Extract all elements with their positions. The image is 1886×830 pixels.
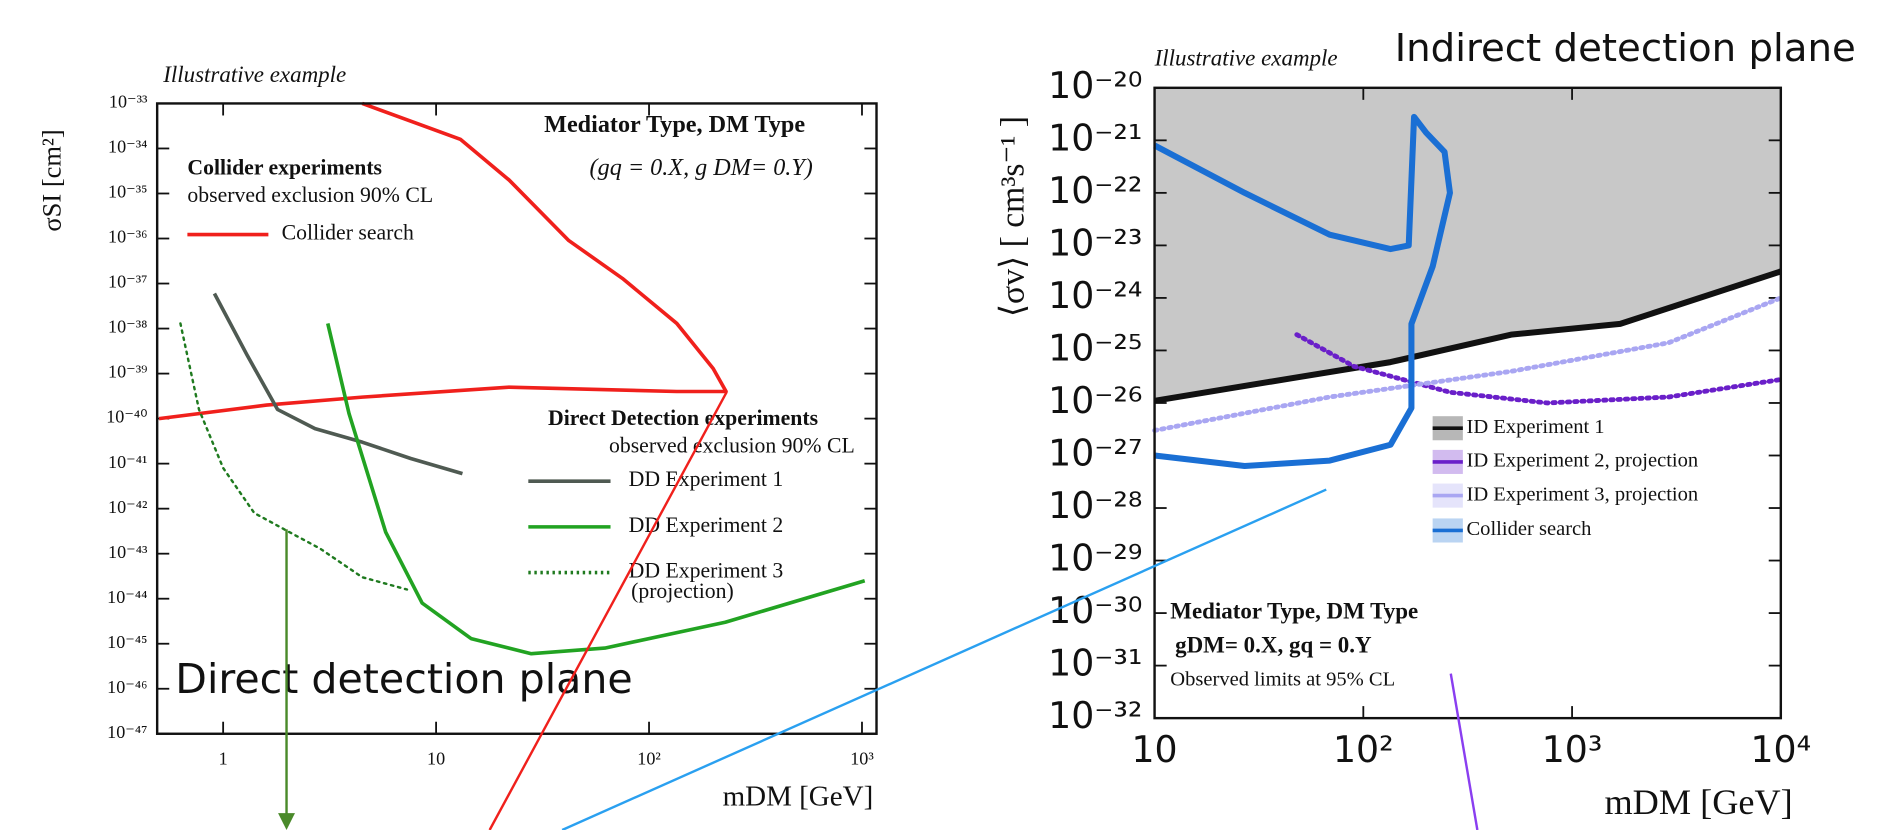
y-tick-label: 10⁻³⁸ (108, 317, 147, 337)
plot-frame (1153, 86, 1783, 720)
y-tick-label: 10⁻²⁰ (1048, 64, 1142, 107)
chart: 10⁻³³ 10⁻³⁴ 10⁻³⁵ 10⁻³⁶ 10⁻³⁷ 10⁻³⁸ 10⁻³⁹ 10⁻⁴⁰… (36, 62, 878, 812)
y-tick-label: 10⁻²⁹ (1048, 537, 1142, 580)
x-tick-label: 10 (1132, 728, 1178, 771)
annotation: Mediator Type, DM Type (1170, 599, 1418, 624)
legend-label: Collider search (1466, 518, 1591, 540)
series-line (158, 101, 728, 421)
y-tick-label: 10⁻³¹ (1048, 642, 1142, 685)
y-tick-label: 10⁻³⁵ (108, 182, 147, 202)
arrow-head (278, 813, 295, 830)
y-tick-label: 10⁻³⁹ (108, 362, 147, 382)
series-line (1153, 113, 1453, 470)
legend-label: ID Experiment 3, projection (1466, 483, 1698, 505)
x-tick-label: 10 (427, 748, 445, 768)
y-tick-label: 10⁻³² (1048, 694, 1142, 737)
x-tick-label: 10² (637, 748, 661, 768)
annotation: (gq = 0.X, g DM= 0.Y) (590, 155, 813, 181)
series-line (1154, 268, 1782, 404)
y-tick-label: 10⁻²⁵ (1048, 327, 1142, 370)
connector-line (1449, 673, 1479, 830)
legend-label: DD Experiment 1 (629, 467, 784, 491)
x-axis-label: mDM [GeV] (723, 780, 874, 812)
y-tick-label: 10⁻⁴⁷ (107, 722, 147, 742)
series-line (1152, 295, 1784, 433)
y-tick-label: 10⁻²⁸ (1048, 484, 1142, 527)
connector-line (488, 391, 728, 830)
y-tick-label: 10⁻³⁶ (108, 227, 147, 247)
x-tick-label: 10² (1333, 728, 1394, 771)
legend-label: ID Experiment 1 (1466, 416, 1604, 438)
y-tick-label: 10⁻⁴⁰ (106, 407, 147, 427)
annotation: (projection) (631, 579, 734, 603)
y-tick-label: 10⁻⁴³ (108, 542, 148, 562)
annotation: observed exclusion 90% CL (609, 433, 855, 457)
y-tick-label: 10⁻²⁶ (1048, 379, 1142, 422)
y-tick-label: 10⁻²³ (1048, 221, 1142, 264)
legend-label: DD Experiment 3 (629, 559, 784, 583)
annotation: Mediator Type, DM Type (544, 112, 805, 138)
y-tick-label: 10⁻³⁷ (108, 272, 147, 292)
y-tick-label: 10⁻²⁴ (1048, 274, 1142, 317)
y-tick-label: 10⁻⁴¹ (108, 452, 147, 472)
chart-subtitle: Illustrative example (162, 62, 346, 87)
y-axis-label: ⟨σv⟩ [ cm³s⁻¹ ] (994, 116, 1031, 317)
y-tick-label: 10⁻³⁴ (108, 137, 147, 157)
annotation: Direct Detection experiments (548, 406, 818, 430)
annotation: observed exclusion 90% CL (187, 183, 433, 207)
plot-area (157, 103, 877, 734)
chart-subtitle: Illustrative example (1154, 45, 1338, 70)
annotation: Direct detection plane (175, 655, 632, 703)
legend-label: DD Experiment 2 (629, 513, 784, 537)
legend-label: Collider search (282, 221, 414, 245)
x-tick-label: 10³ (850, 748, 874, 768)
y-tick-label: 10⁻⁴⁴ (107, 587, 147, 607)
annotation: Collider experiments (187, 156, 382, 180)
y-tick-label: 10⁻³⁰ (1048, 589, 1142, 632)
series-line (1294, 332, 1784, 406)
y-tick-label: 10⁻⁴⁵ (107, 632, 147, 652)
y-tick-label: 10⁻²¹ (1048, 116, 1142, 159)
series-line (326, 323, 866, 656)
y-tick-label: 10⁻²⁷ (1048, 432, 1142, 475)
annotation: Observed limits at 95% CL (1170, 669, 1395, 691)
y-tick-label: 10⁻²² (1048, 169, 1142, 212)
y-tick-label: 10⁻³³ (109, 92, 148, 112)
y-tick-label: 10⁻⁴² (108, 497, 147, 517)
x-tick-label: 10⁴ (1750, 728, 1811, 771)
series-line (212, 292, 463, 476)
x-tick-label: 1 (219, 748, 228, 768)
legend-label: ID Experiment 2, projection (1466, 450, 1698, 472)
chart: 10⁻²⁰ 10⁻²¹ 10⁻²² 10⁻²³ 10⁻²⁴ 10⁻²⁵ 10⁻²⁶ 10⁻²⁷… (994, 26, 1856, 822)
y-tick-label: 10⁻⁴⁶ (107, 677, 147, 697)
x-tick-label: 10³ (1542, 728, 1603, 771)
x-axis-label: mDM [GeV] (1604, 782, 1792, 822)
plot-frame (155, 102, 878, 735)
series-line (179, 322, 409, 591)
annotation: Indirect detection plane (1395, 26, 1856, 71)
annotation: gDM= 0.X, gq = 0.Y (1175, 632, 1372, 657)
connector-line (561, 488, 1327, 830)
y-axis-label: σSI [cm²] (36, 129, 66, 231)
